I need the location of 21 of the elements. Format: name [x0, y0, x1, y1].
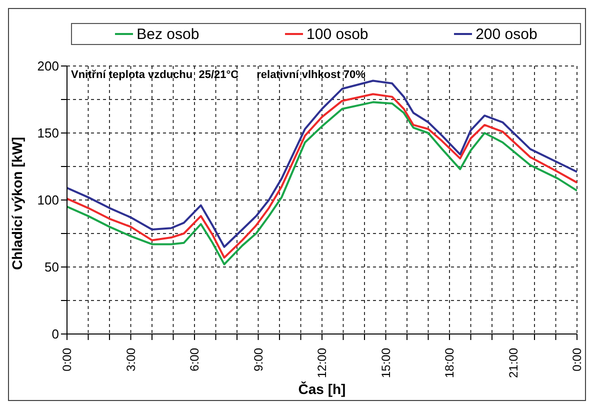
x-tick-label: 6:00 [188, 348, 202, 372]
legend-label: 200 osob [476, 26, 538, 42]
y-tick-label: 150 [37, 126, 59, 140]
annotation: relativní vlhkost 70% [256, 69, 366, 81]
x-tick-label: 21:00 [506, 348, 520, 378]
x-axis-title: Čas [h] [298, 381, 346, 397]
y-tick-label: 200 [37, 58, 59, 74]
x-tick-label: 0:00 [570, 348, 584, 372]
y-tick-label: 100 [37, 192, 59, 208]
x-tick-label: 12:00 [315, 348, 329, 378]
x-tick-label: 9:00 [251, 348, 266, 372]
x-tick-label: 0:00 [60, 348, 74, 372]
annotation: Vnitřní teplota vzduchu 25/21°C [71, 69, 239, 81]
x-tick-label: 3:00 [124, 348, 138, 372]
x-tick-label: 15:00 [378, 348, 393, 378]
x-tick-label: 18:00 [442, 348, 456, 378]
y-axis-title: Chladicí výkon [kW] [8, 136, 25, 270]
y-tick-label: 0 [52, 326, 59, 342]
legend-label: Bez osob [136, 26, 200, 42]
y-tick-label: 50 [44, 260, 59, 274]
legend-label: 100 osob [306, 26, 368, 42]
